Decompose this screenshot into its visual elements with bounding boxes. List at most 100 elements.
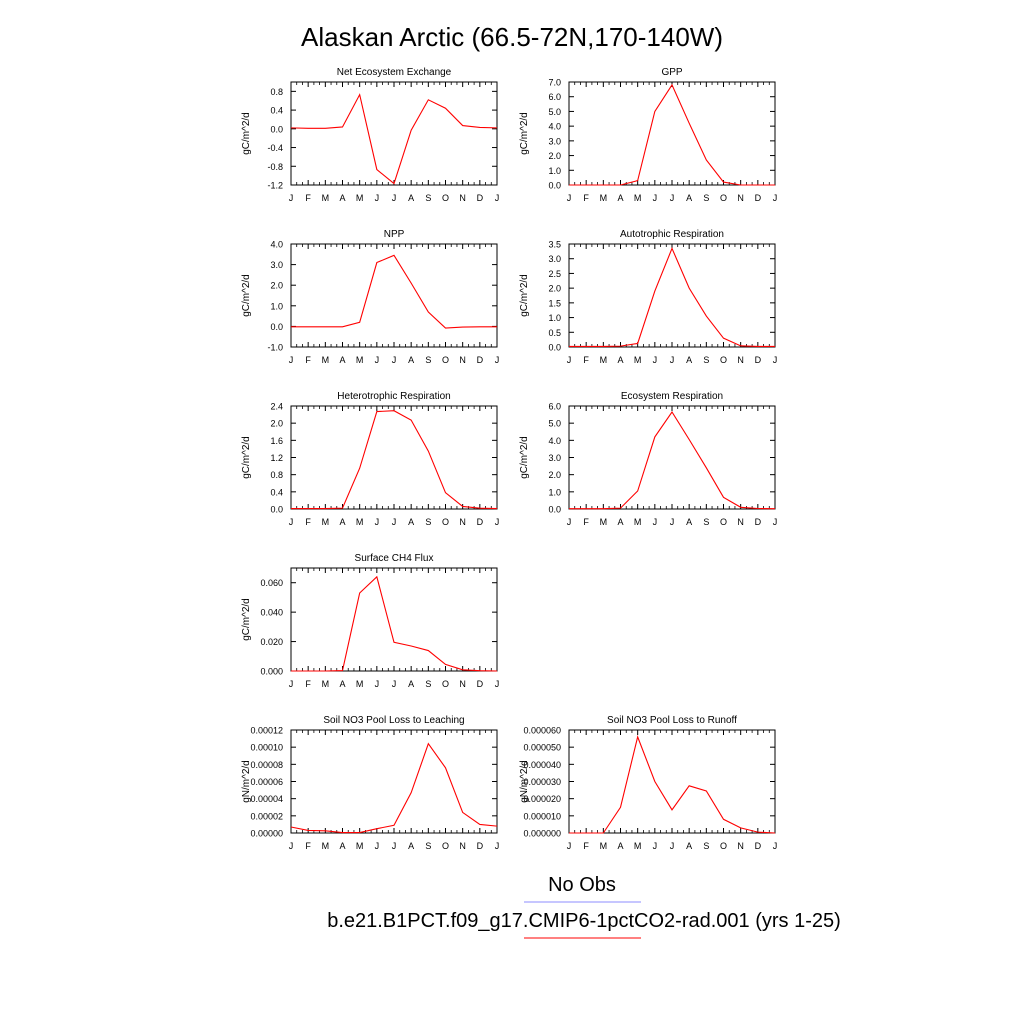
x-tick-label: S (425, 193, 431, 203)
x-tick-label: J (289, 517, 294, 527)
y-tick-label: 0.0 (548, 505, 561, 515)
y-tick-label: 0.5 (548, 328, 561, 338)
x-tick-label: J (773, 193, 778, 203)
y-tick-label: 3.0 (548, 254, 561, 264)
x-tick-label: J (289, 679, 294, 689)
x-tick-label: F (583, 841, 589, 851)
x-tick-label: O (720, 517, 727, 527)
x-tick-label: N (737, 355, 744, 365)
series-line (569, 83, 775, 186)
x-tick-label: A (408, 679, 414, 689)
x-tick-label: A (339, 517, 345, 527)
figure-title: Alaskan Arctic (66.5-72N,170-140W) (301, 22, 723, 52)
y-tick-label: 2.0 (548, 470, 561, 480)
x-tick-label: J (773, 355, 778, 365)
x-tick-label: M (634, 193, 642, 203)
x-tick-label: M (322, 841, 330, 851)
series-line (569, 246, 775, 347)
x-tick-label: F (583, 517, 589, 527)
x-tick-label: N (737, 841, 744, 851)
x-tick-label: F (583, 193, 589, 203)
y-tick-label: 1.6 (270, 436, 283, 446)
x-tick-label: J (567, 355, 572, 365)
x-tick-label: S (425, 355, 431, 365)
x-tick-label: J (567, 517, 572, 527)
x-tick-label: J (375, 679, 380, 689)
y-tick-label: 0.8 (270, 470, 283, 480)
y-tick-label: 1.5 (548, 298, 561, 308)
x-tick-label: J (375, 517, 380, 527)
plot-frame (568, 405, 776, 510)
plot-frame (290, 81, 498, 186)
series-line (569, 411, 776, 510)
y-tick-label: 4.0 (548, 436, 561, 446)
x-tick-label: J (495, 193, 500, 203)
x-tick-label: J (495, 517, 500, 527)
y-tick-label: 6.0 (548, 402, 561, 412)
x-tick-label: J (670, 193, 675, 203)
y-tick-label: 0.000 (260, 667, 283, 677)
panel-title: Soil NO3 Pool Loss to Leaching (323, 715, 464, 726)
x-tick-label: S (703, 193, 709, 203)
x-tick-label: O (720, 355, 727, 365)
x-tick-label: M (634, 355, 642, 365)
y-tick-label: -0.4 (267, 143, 283, 153)
panel-title: Soil NO3 Pool Loss to Runoff (607, 715, 737, 726)
x-tick-label: J (375, 193, 380, 203)
series-line (291, 410, 498, 510)
x-tick-label: A (617, 841, 623, 851)
y-tick-label: 0.00000 (250, 829, 283, 839)
x-tick-label: A (686, 517, 692, 527)
y-axis-label: gC/m^2/d (519, 112, 530, 155)
y-tick-label: 6.0 (548, 92, 561, 102)
x-tick-label: S (425, 841, 431, 851)
x-tick-label: J (773, 841, 778, 851)
y-tick-label: 0.0 (548, 181, 561, 191)
panel-title: NPP (384, 229, 405, 240)
x-tick-label: A (339, 841, 345, 851)
x-tick-label: N (459, 355, 466, 365)
x-tick-label: A (408, 841, 414, 851)
x-tick-label: M (634, 841, 642, 851)
x-tick-label: J (670, 517, 675, 527)
x-tick-label: J (773, 517, 778, 527)
x-tick-label: N (737, 517, 744, 527)
x-tick-label: M (322, 193, 330, 203)
plot-frame (568, 81, 776, 186)
x-tick-label: J (392, 193, 397, 203)
plot-frame (290, 729, 498, 834)
plot-frame (568, 243, 776, 348)
panel-title: Net Ecosystem Exchange (337, 67, 452, 78)
y-tick-label: 0.8 (270, 87, 283, 97)
x-tick-label: M (356, 517, 364, 527)
x-tick-label: F (305, 841, 311, 851)
plot-frame (290, 405, 498, 510)
x-tick-label: A (408, 517, 414, 527)
x-tick-label: O (442, 193, 449, 203)
panel-title: GPP (661, 67, 682, 78)
x-tick-label: F (305, 193, 311, 203)
x-tick-label: S (703, 841, 709, 851)
y-tick-label: 2.0 (270, 281, 283, 291)
x-tick-label: A (339, 193, 345, 203)
x-tick-label: J (392, 355, 397, 365)
x-tick-label: D (755, 355, 762, 365)
x-tick-label: M (322, 679, 330, 689)
y-tick-label: 2.0 (548, 151, 561, 161)
y-tick-label: 3.0 (270, 260, 283, 270)
x-tick-label: J (495, 841, 500, 851)
x-tick-label: F (305, 517, 311, 527)
x-tick-label: A (339, 355, 345, 365)
x-tick-label: J (567, 193, 572, 203)
x-tick-label: D (477, 679, 484, 689)
x-tick-label: D (477, 517, 484, 527)
y-axis-label: gC/m^2/d (519, 274, 530, 317)
x-tick-label: S (703, 517, 709, 527)
y-tick-label: 0.000020 (523, 794, 561, 804)
legend: No Obs b.e21.B1PCT.f09_g17.CMIP6-1pctCO2… (327, 874, 841, 939)
y-tick-label: 0.0 (270, 322, 283, 332)
